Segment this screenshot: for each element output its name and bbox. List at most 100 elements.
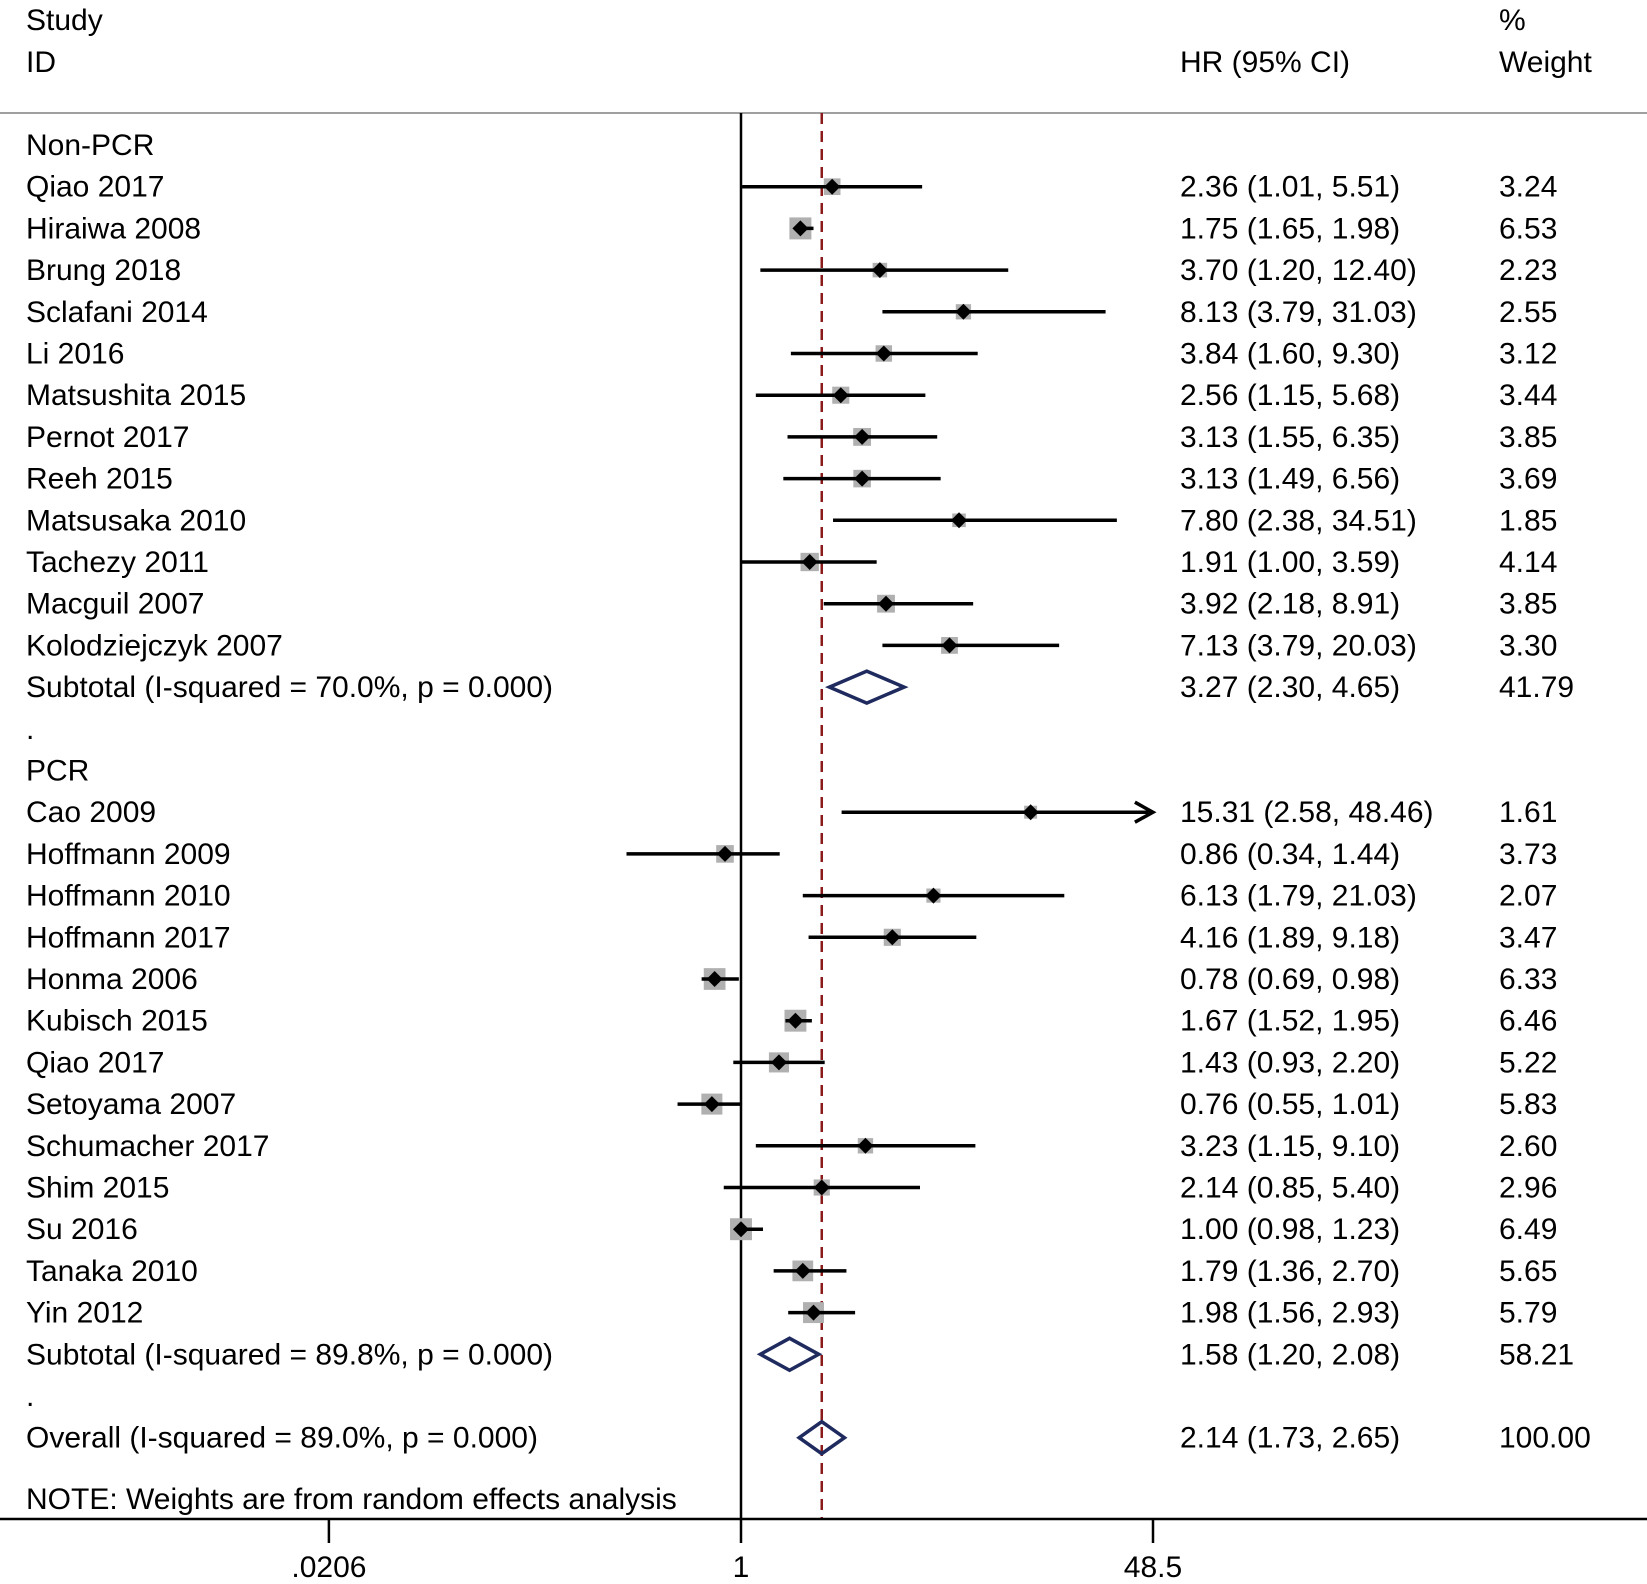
study-row-label: Shim 2015 <box>26 1172 169 1205</box>
weight-value: 6.49 <box>1499 1213 1557 1246</box>
weight-value: 1.85 <box>1499 504 1557 537</box>
hr-ci-value: 0.86 (0.34, 1.44) <box>1180 838 1400 871</box>
weight-value: 5.79 <box>1499 1297 1557 1330</box>
hr-ci-value: 1.79 (1.36, 2.70) <box>1180 1255 1400 1288</box>
subtotal-diamond <box>824 669 909 706</box>
point-estimate <box>794 1262 811 1279</box>
weight-value: 6.46 <box>1499 1005 1557 1038</box>
weight-value: 2.23 <box>1499 254 1557 287</box>
hr-ci-value: 3.23 (1.15, 9.10) <box>1180 1130 1400 1163</box>
x-tick-label: .0206 <box>291 1551 366 1584</box>
study-row-label: Yin 2012 <box>26 1297 143 1330</box>
study-row-label: Hoffmann 2009 <box>26 838 231 871</box>
point-estimate <box>813 1179 830 1196</box>
hr-ci-value: 3.70 (1.20, 12.40) <box>1180 254 1417 287</box>
point-estimate <box>1022 804 1039 821</box>
study-row-label: Kolodziejczyk 2007 <box>26 629 283 662</box>
overall-diamond <box>796 1419 848 1456</box>
point-estimate <box>941 637 958 654</box>
hr-ci-value: 1.58 (1.20, 2.08) <box>1180 1338 1400 1371</box>
study-row-label: Macguil 2007 <box>26 588 204 621</box>
forest-rows: Non-PCR Qiao 2017 2.36 (1.01, 5.51) 3.24 Hir… <box>26 129 1591 1456</box>
group-label: PCR <box>26 755 89 788</box>
point-estimate <box>857 1137 874 1154</box>
hr-ci-value: 2.14 (1.73, 2.65) <box>1180 1422 1400 1455</box>
spacer-dot: . <box>26 713 34 746</box>
point-estimate <box>955 303 972 320</box>
hr-ci-value: 3.13 (1.49, 6.56) <box>1180 463 1400 496</box>
hr-ci-value: 2.36 (1.01, 5.51) <box>1180 171 1400 204</box>
study-row-label: Li 2016 <box>26 338 124 371</box>
hr-ci-value: 4.16 (1.89, 9.18) <box>1180 921 1400 954</box>
weight-value: 3.30 <box>1499 629 1557 662</box>
spacer-dot: . <box>26 1380 34 1413</box>
header-weight-label: Weight <box>1499 46 1592 79</box>
hr-ci-value: 3.27 (2.30, 4.65) <box>1180 671 1400 704</box>
point-estimate <box>884 929 901 946</box>
weight-value: 41.79 <box>1499 671 1574 704</box>
study-row-label: Tanaka 2010 <box>26 1255 198 1288</box>
weight-value: 6.33 <box>1499 963 1557 996</box>
weight-value: 5.22 <box>1499 1046 1557 1079</box>
subtotal-label: Subtotal (I-squared = 70.0%, p = 0.000) <box>26 671 553 704</box>
ci-arrow <box>1134 800 1157 824</box>
weight-value: 3.69 <box>1499 463 1557 496</box>
hr-ci-value: 0.76 (0.55, 1.01) <box>1180 1088 1400 1121</box>
point-estimate <box>824 178 841 195</box>
x-tick-label: 48.5 <box>1124 1551 1182 1584</box>
study-row-label: Qiao 2017 <box>26 171 164 204</box>
point-estimate <box>733 1221 749 1238</box>
weight-value: 100.00 <box>1499 1422 1591 1455</box>
study-row-label: Schumacher 2017 <box>26 1130 270 1163</box>
hr-ci-value: 6.13 (1.79, 21.03) <box>1180 880 1417 913</box>
hr-ci-value: 3.92 (2.18, 8.91) <box>1180 588 1400 621</box>
hr-ci-value: 2.14 (0.85, 5.40) <box>1180 1172 1400 1205</box>
study-row-label: Sclafani 2014 <box>26 296 208 329</box>
x-axis: .0206 1 48.5 <box>0 1517 1647 1584</box>
overall-label: Overall (I-squared = 89.0%, p = 0.000) <box>26 1422 538 1455</box>
weight-value: 3.12 <box>1499 338 1557 371</box>
point-estimate <box>770 1054 787 1071</box>
header-id-label: ID <box>26 46 56 79</box>
study-row-label: Setoyama 2007 <box>26 1088 236 1121</box>
point-estimate <box>801 554 818 570</box>
study-row-label: Kubisch 2015 <box>26 1005 208 1038</box>
weight-value: 3.85 <box>1499 421 1557 454</box>
hr-ci-value: 1.75 (1.65, 1.98) <box>1180 212 1400 245</box>
point-estimate <box>787 1012 804 1029</box>
point-estimate <box>871 262 888 279</box>
study-row-label: Pernot 2017 <box>26 421 189 454</box>
study-row-label: Reeh 2015 <box>26 463 173 496</box>
weight-value: 3.85 <box>1499 588 1557 621</box>
header-percent-label: % <box>1499 4 1526 37</box>
point-estimate <box>875 345 892 362</box>
weight-value: 1.61 <box>1499 796 1557 829</box>
study-row-label: Hoffmann 2010 <box>26 880 231 913</box>
hr-ci-value: 8.13 (3.79, 31.03) <box>1180 296 1417 329</box>
weight-value: 3.24 <box>1499 171 1557 204</box>
weights-note: NOTE: Weights are from random effects an… <box>26 1483 677 1516</box>
hr-ci-value: 15.31 (2.58, 48.46) <box>1180 796 1434 829</box>
hr-ci-value: 1.91 (1.00, 3.59) <box>1180 546 1400 579</box>
weight-value: 5.65 <box>1499 1255 1557 1288</box>
weight-value: 5.83 <box>1499 1088 1557 1121</box>
weight-value: 2.96 <box>1499 1172 1557 1205</box>
point-estimate <box>703 1096 720 1113</box>
point-estimate <box>792 220 809 237</box>
header-hr-label: HR (95% CI) <box>1180 46 1350 79</box>
point-estimate <box>832 387 849 404</box>
weight-value: 2.60 <box>1499 1130 1557 1163</box>
study-row-label: Honma 2006 <box>26 963 198 996</box>
study-row-label: Tachezy 2011 <box>26 546 209 579</box>
weight-value: 2.07 <box>1499 880 1557 913</box>
weight-value: 3.44 <box>1499 379 1557 412</box>
hr-ci-value: 2.56 (1.15, 5.68) <box>1180 379 1400 412</box>
subtotal-diamond <box>756 1336 823 1373</box>
study-row-label: Hiraiwa 2008 <box>26 212 201 245</box>
weight-value: 6.53 <box>1499 212 1557 245</box>
hr-ci-value: 1.67 (1.52, 1.95) <box>1180 1005 1400 1038</box>
point-estimate <box>805 1304 822 1321</box>
point-estimate <box>706 971 723 987</box>
point-estimate <box>854 428 871 445</box>
